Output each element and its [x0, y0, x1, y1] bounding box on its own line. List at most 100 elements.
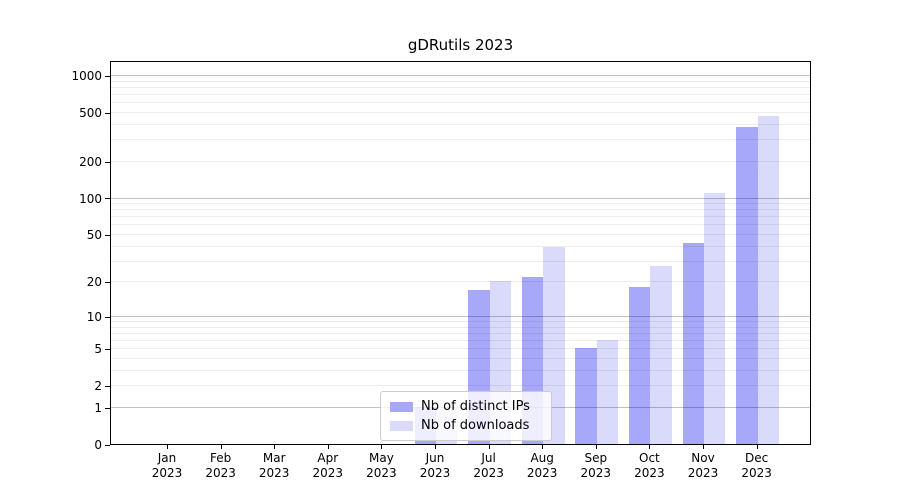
x-tick-label: Sep 2023	[564, 451, 628, 481]
major-gridline	[111, 315, 810, 317]
x-tick-label-month: Jul	[481, 451, 496, 465]
bar-nb-of-distinct-ips-sep	[575, 348, 597, 444]
legend: Nb of distinct IPs Nb of downloads	[380, 391, 552, 441]
x-tick-label: Apr 2023	[296, 451, 360, 481]
bar-nb-of-downloads-dec	[757, 116, 779, 444]
x-tick-label-month: Feb	[209, 451, 232, 465]
minor-gridline	[111, 326, 810, 328]
x-tick	[435, 445, 436, 449]
bar-nb-of-downloads-nov	[704, 193, 726, 444]
minor-gridline	[111, 86, 810, 88]
x-tick-label: Oct 2023	[617, 451, 681, 481]
minor-gridline	[111, 260, 810, 262]
x-tick-label: Dec 2023	[725, 451, 789, 481]
x-tick	[649, 445, 651, 449]
legend-swatch	[390, 401, 413, 412]
chart-title: gDRutils 2023	[407, 36, 514, 54]
x-tick-label-year: 2023	[687, 466, 719, 480]
major-gridline	[111, 74, 810, 76]
x-tick	[488, 445, 490, 449]
y-tick-label: 1000	[71, 68, 102, 83]
legend-label: Nb of downloads	[421, 418, 530, 433]
minor-gridline	[111, 245, 810, 247]
y-tick-label: 50	[86, 228, 102, 242]
x-tick-label-year: 2023	[366, 466, 397, 480]
x-tick-label-month: Oct	[639, 451, 660, 465]
x-tick-label: Mar 2023	[242, 451, 306, 481]
y-tick	[105, 282, 110, 283]
x-tick-label-month: Sep	[584, 451, 608, 465]
x-tick-label: Jan 2023	[135, 451, 199, 481]
minor-gridline	[111, 281, 810, 283]
bar-nb-of-downloads-sep	[596, 340, 619, 444]
x-tick-label-year: 2023	[312, 466, 344, 480]
y-tick-label: 2	[94, 379, 102, 394]
minor-gridline	[111, 203, 810, 204]
minor-gridline	[111, 102, 810, 104]
minor-gridline	[111, 234, 810, 235]
y-tick	[105, 445, 110, 446]
minor-gridline	[111, 340, 810, 342]
minor-gridline	[111, 385, 810, 387]
minor-gridline	[111, 80, 810, 82]
x-tick-label-month: Apr	[317, 451, 339, 465]
x-tick	[220, 445, 222, 449]
x-tick-label: Jul 2023	[457, 451, 521, 481]
x-tick	[595, 445, 597, 449]
x-tick	[327, 445, 329, 449]
x-tick-label-year: 2023	[205, 466, 236, 480]
y-tick-label: 1	[94, 401, 102, 415]
x-tick	[274, 445, 276, 449]
y-tick	[105, 235, 110, 236]
minor-gridline	[111, 332, 810, 334]
y-tick	[105, 198, 110, 199]
legend-label: Nb of distinct IPs	[421, 399, 530, 414]
bar-nb-of-distinct-ips-oct	[629, 286, 651, 444]
x-tick	[381, 445, 383, 449]
x-tick-label: Jun 2023	[403, 451, 467, 481]
y-tick-label: 10	[86, 309, 102, 324]
x-tick-label-year: 2023	[473, 466, 504, 480]
x-tick-label-month: Mar	[262, 451, 286, 465]
major-gridline	[111, 197, 810, 199]
minor-gridline	[111, 358, 810, 359]
x-tick-label-year: 2023	[526, 466, 558, 480]
x-tick-label-month: Dec	[744, 451, 769, 465]
y-tick-label: 500	[79, 105, 102, 120]
bar-nb-of-distinct-ips-nov	[682, 243, 704, 444]
legend-item: Nb of distinct IPs	[390, 397, 542, 416]
x-tick-label-month: Jan	[157, 451, 177, 465]
x-tick-label-year: 2023	[580, 466, 612, 480]
y-tick	[105, 386, 110, 387]
x-tick-label: Nov 2023	[671, 451, 735, 481]
x-tick	[542, 445, 544, 449]
x-tick-label-year: 2023	[741, 466, 772, 480]
plot-area: Nb of distinct IPs Nb of downloads	[110, 61, 811, 445]
legend-item: Nb of downloads	[390, 416, 542, 435]
x-tick	[756, 445, 758, 449]
bar-nb-of-distinct-ips-dec	[736, 126, 758, 444]
x-tick-label: May 2023	[349, 451, 413, 481]
y-tick	[105, 76, 110, 77]
minor-gridline	[111, 209, 810, 211]
x-tick-label-month: Jun	[425, 451, 445, 465]
minor-gridline	[111, 224, 810, 226]
minor-gridline	[111, 123, 810, 125]
x-tick-label-month: Nov	[691, 451, 715, 465]
y-tick-label: 200	[79, 154, 102, 169]
minor-gridline	[111, 216, 810, 218]
x-tick-label-year: 2023	[258, 466, 290, 480]
x-tick	[167, 445, 168, 449]
y-tick	[105, 408, 110, 409]
y-tick	[105, 349, 110, 350]
minor-gridline	[111, 111, 810, 113]
x-tick-label-year: 2023	[151, 466, 183, 480]
y-tick	[105, 317, 110, 318]
bar-nb-of-downloads-oct	[650, 266, 672, 444]
x-tick-label: Feb 2023	[189, 451, 253, 481]
x-tick	[703, 445, 704, 449]
x-tick-label-year: 2023	[419, 466, 451, 480]
minor-gridline	[111, 139, 810, 141]
y-tick-label: 0	[94, 438, 102, 452]
